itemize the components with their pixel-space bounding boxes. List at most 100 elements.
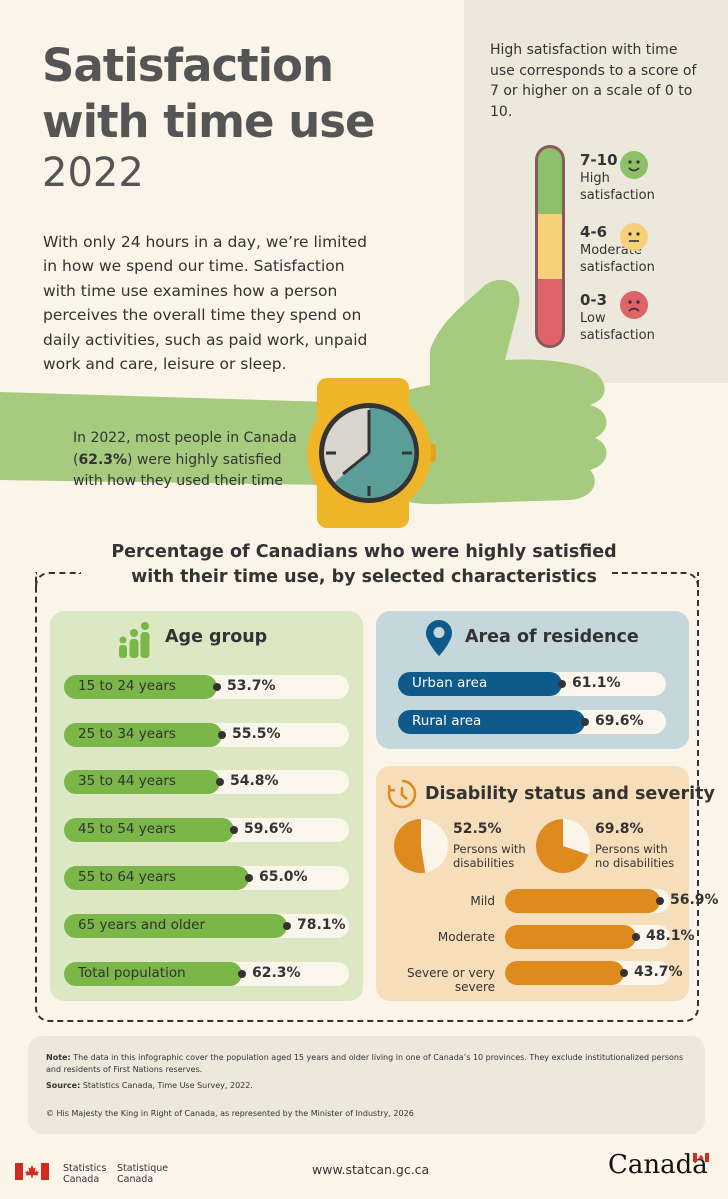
bar-label: Rural area — [412, 713, 482, 729]
level-range: 0-3 — [580, 291, 608, 309]
bar-label: Urban area — [412, 675, 488, 691]
thumbs-up-illustration — [0, 280, 607, 505]
satisfaction-level: 4-6 Moderate satisfaction — [580, 222, 655, 276]
copyright-text: © His Majesty the King in Right of Canad… — [46, 1109, 414, 1118]
bar-fill: 55 to 64 years — [64, 866, 249, 890]
bar-value: 48.1% — [646, 928, 695, 944]
bar-value: 61.1% — [572, 675, 621, 691]
bar-marker — [218, 731, 226, 739]
bar-value: 43.7% — [634, 964, 683, 980]
pie-value: 69.8% — [595, 821, 644, 837]
age-bar-row: 55 to 64 years 65.0% — [64, 866, 349, 890]
age-bar-row: 25 to 34 years 55.5% — [64, 723, 349, 747]
bar-marker — [283, 922, 291, 930]
intro-text: With only 24 hours in a day, we’re limit… — [43, 233, 368, 374]
notes-text: Note: The data in this infographic cover… — [46, 1053, 684, 1090]
bar-label: Total population — [78, 965, 186, 981]
age-bar-row: 45 to 54 years 59.6% — [64, 818, 349, 842]
bar-marker — [213, 683, 221, 691]
bar-value: 55.5% — [232, 726, 281, 742]
location-pin-icon — [426, 620, 452, 656]
level-label: High — [580, 171, 610, 186]
pie-label: Persons with — [453, 842, 526, 856]
severity-bar-row: 48.1% — [505, 925, 695, 949]
residence-bar-row: Rural area 69.6% — [398, 710, 666, 734]
level-label: satisfaction — [580, 188, 655, 203]
bar-value: 78.1% — [297, 917, 346, 933]
people-icon — [119, 622, 150, 658]
thermometer-segment — [538, 279, 562, 345]
pie-slice — [535, 819, 589, 873]
bar-value: 59.6% — [244, 821, 293, 837]
age-group-panel — [50, 611, 363, 1001]
pie-label: disabilities — [453, 856, 515, 870]
bar-marker — [632, 933, 640, 941]
smile-face-icon — [620, 151, 648, 179]
bar-fill: 35 to 44 years — [64, 770, 220, 794]
age-bar-row: Total population 62.3% — [64, 962, 349, 986]
bar-marker — [216, 778, 224, 786]
bar-marker — [245, 874, 253, 882]
bar-fill: 65 years and older — [64, 914, 287, 938]
pie-value: 52.5% — [453, 821, 502, 837]
bar-marker — [656, 897, 664, 905]
canada-flag-icon — [15, 1163, 49, 1180]
severity-bar-row: 56.9% — [505, 889, 719, 913]
page-year: 2022 — [42, 150, 144, 196]
watch-illustration — [307, 378, 436, 528]
bar-marker — [558, 680, 566, 688]
severity-label: Mild — [470, 894, 495, 908]
age-bar-row: 65 years and older 78.1% — [64, 914, 349, 938]
scale-description: High satisfaction with time use correspo… — [490, 42, 697, 120]
dashed-frame-corner-right — [612, 572, 699, 588]
wordmark-flag-icon — [693, 1153, 709, 1162]
dashed-frame-corner-left — [35, 572, 81, 588]
bar-fill: Total population — [64, 962, 242, 986]
satisfaction-level: 0-3 Low satisfaction — [580, 290, 655, 344]
bar-label: 55 to 64 years — [78, 869, 176, 885]
section-title: Percentage of Canadians who were highly … — [111, 542, 617, 587]
bar-value: 53.7% — [227, 678, 276, 694]
notes-panel — [28, 1036, 705, 1134]
bar-marker — [230, 826, 238, 834]
bar-value: 54.8% — [230, 773, 279, 789]
bar-marker — [581, 718, 589, 726]
level-range: 7-10 — [580, 151, 618, 169]
frown-face-icon — [620, 291, 648, 319]
age-group-title: Age group — [165, 627, 268, 647]
pie-label: no disabilities — [595, 856, 675, 870]
neutral-face-icon — [620, 223, 648, 251]
pie-slice — [394, 819, 426, 873]
callout-text: In 2022, most people in Canada (62.3%) w… — [73, 430, 297, 489]
pie-label: Persons with — [595, 842, 668, 856]
age-bar-row: 35 to 44 years 54.8% — [64, 770, 349, 794]
severity-bar-row: 43.7% — [505, 961, 683, 985]
bar-label: 65 years and older — [78, 917, 206, 933]
statcan-website-link[interactable]: www.statcan.gc.ca — [312, 1162, 430, 1177]
thermometer-segment — [538, 148, 562, 214]
bar-fill: 45 to 54 years — [64, 818, 234, 842]
bar-value: 62.3% — [252, 965, 301, 981]
agency-name-en: Statistics Canada — [63, 1163, 107, 1185]
bar-fill: Rural area — [398, 710, 585, 734]
dashed-frame — [35, 572, 699, 1022]
bar-label: 45 to 54 years — [78, 821, 176, 837]
level-label: satisfaction — [580, 260, 655, 275]
bar-marker — [620, 969, 628, 977]
bar-fill: 15 to 24 years — [64, 675, 217, 699]
level-range: 4-6 — [580, 223, 608, 241]
residence-bar-row: Urban area 61.1% — [398, 672, 666, 696]
bar-value: 65.0% — [259, 869, 308, 885]
bar-fill — [505, 961, 624, 985]
bar-label: 15 to 24 years — [78, 678, 176, 694]
level-label: satisfaction — [580, 328, 655, 343]
age-bar-row: 15 to 24 years 53.7% — [64, 675, 349, 699]
disability-pie — [535, 819, 590, 873]
canada-wordmark: Canada — [608, 1150, 708, 1180]
clock-icon — [387, 779, 417, 809]
residence-title: Area of residence — [465, 627, 639, 647]
page-title: Satisfaction with time use — [42, 39, 376, 148]
bar-marker — [238, 970, 246, 978]
bar-label: 35 to 44 years — [78, 773, 176, 789]
severity-label: Severe or very severe — [407, 966, 495, 994]
